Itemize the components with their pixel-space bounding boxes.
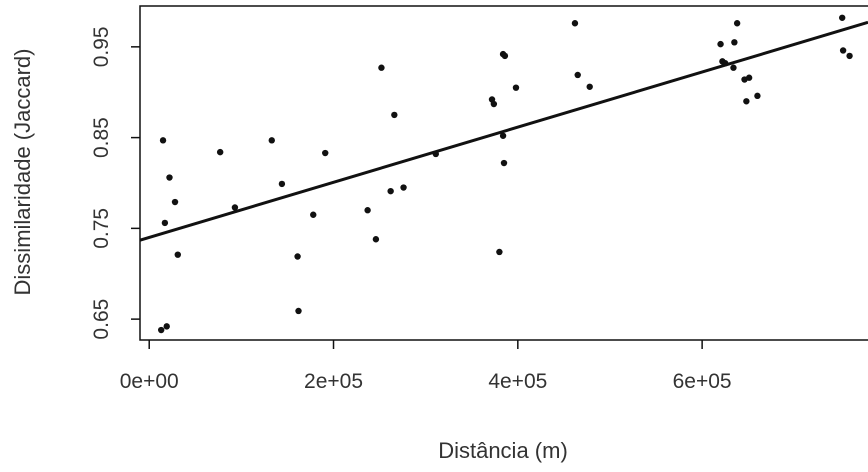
data-point <box>745 74 753 81</box>
data-point <box>731 39 738 46</box>
data-point <box>171 198 179 206</box>
x-tick-label: 0e+00 <box>120 370 179 393</box>
y-tick-label: 0.75 <box>90 208 113 249</box>
y-axis-title: Dissimilaridade (Jaccard) <box>10 49 35 296</box>
trend-line <box>139 20 868 242</box>
data-point <box>717 40 724 48</box>
data-point <box>574 71 581 79</box>
data-point <box>161 219 169 227</box>
data-point <box>839 47 847 54</box>
data-point <box>322 149 329 157</box>
x-tick-label: 6e+05 <box>673 370 732 393</box>
y-axis: 0.65 0.75 0.85 0.95 <box>90 26 140 340</box>
data-point <box>295 307 302 315</box>
data-point <box>278 180 286 188</box>
data-point <box>310 211 317 218</box>
data-point <box>496 248 503 256</box>
data-point <box>364 207 371 214</box>
data-point <box>501 52 509 60</box>
data-point <box>378 64 385 71</box>
data-point <box>838 14 846 21</box>
points-layer <box>157 14 853 334</box>
data-point <box>391 111 398 119</box>
y-tick-label: 0.95 <box>90 26 113 67</box>
data-point <box>846 52 853 60</box>
data-point <box>754 92 761 100</box>
data-point <box>743 98 750 105</box>
x-tick-label: 2e+05 <box>304 370 363 393</box>
data-point <box>231 204 239 211</box>
y-tick-label: 0.65 <box>90 299 113 340</box>
data-point <box>268 137 275 144</box>
data-point <box>216 148 224 156</box>
data-point <box>157 326 165 334</box>
data-point <box>730 64 737 71</box>
data-point <box>490 100 498 108</box>
x-tick-label: 4e+05 <box>488 370 547 393</box>
data-point <box>294 253 301 260</box>
data-point <box>499 132 507 139</box>
y-tick-label: 0.85 <box>90 117 113 158</box>
data-point <box>512 84 520 91</box>
data-point <box>400 184 407 191</box>
trend-layer <box>139 20 868 242</box>
data-point <box>163 323 170 330</box>
data-point <box>166 174 173 181</box>
data-point <box>733 20 741 27</box>
plot-frame <box>139 5 868 341</box>
data-point <box>174 251 181 258</box>
x-axis-title: Distância (m) <box>438 438 568 463</box>
data-point <box>500 159 508 167</box>
data-point <box>571 20 579 27</box>
data-point <box>387 187 394 195</box>
x-axis: 0e+00 2e+05 4e+05 6e+05 <box>120 340 732 393</box>
data-point <box>586 83 593 90</box>
data-point <box>372 236 380 243</box>
data-point <box>159 137 167 144</box>
